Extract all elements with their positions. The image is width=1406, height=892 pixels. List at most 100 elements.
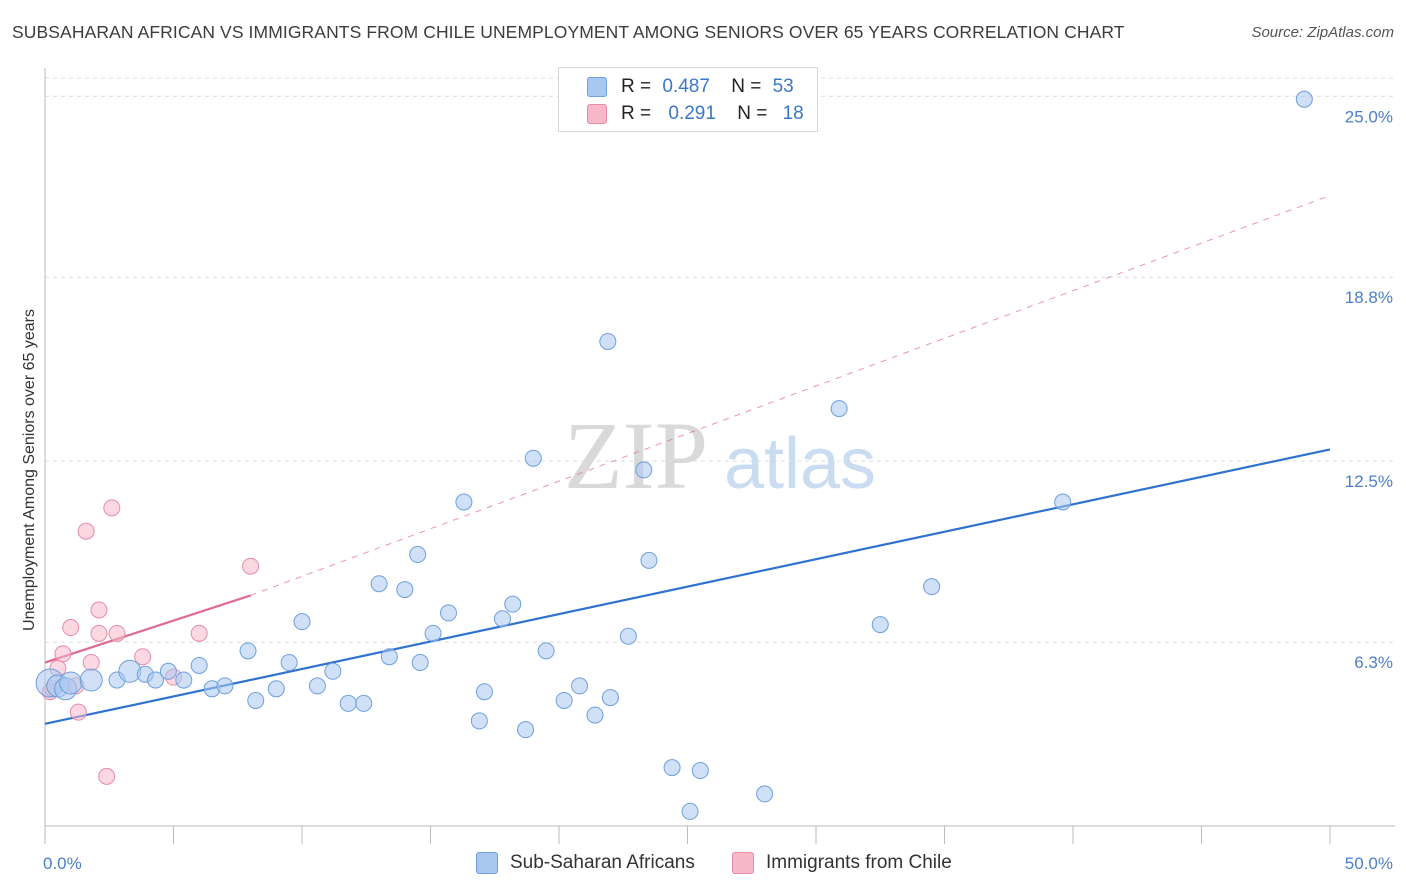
y-tick-label: 12.5% [1345, 472, 1393, 491]
subsaharan-point [370, 575, 388, 593]
series-legend-item-pink[interactable]: Immigrants from Chile [732, 852, 952, 874]
subsaharan-point [555, 691, 573, 709]
subsaharan-point [439, 604, 457, 622]
chile-point [98, 767, 116, 785]
y-tick-label: 25.0% [1345, 107, 1393, 126]
subsaharan-point [635, 461, 653, 479]
subsaharan-point [455, 493, 473, 511]
subsaharan-point [424, 624, 442, 642]
subsaharan-point [355, 694, 373, 712]
chile-point [69, 703, 87, 721]
subsaharan-point [339, 694, 357, 712]
series-label-blue: Sub-Saharan Africans [510, 852, 695, 873]
legend-r-label: R = [621, 76, 652, 97]
blue-trend-line [44, 448, 1331, 725]
subsaharan-point [524, 449, 542, 467]
legend-swatch-pink [587, 104, 607, 124]
chile-point [90, 624, 108, 642]
y-tick-label: 18.8% [1345, 288, 1393, 307]
pink-trend-line [44, 594, 251, 664]
subsaharan-point [190, 656, 208, 674]
chile-point [82, 654, 100, 672]
chile-point [77, 522, 95, 540]
subsaharan-point [216, 677, 234, 695]
chart-source: Source: ZipAtlas.com [1251, 24, 1394, 41]
subsaharan-point [493, 610, 511, 628]
subsaharan-point [537, 642, 555, 660]
chile-point [242, 557, 260, 575]
subsaharan-point [175, 671, 193, 689]
y-axis-label: Unemployment Among Seniors over 65 years [21, 309, 38, 631]
chart-title: SUBSAHARAN AFRICAN VS IMMIGRANTS FROM CH… [12, 22, 1125, 42]
legend-n-value: 53 [772, 76, 794, 97]
chile-point [54, 645, 72, 663]
subsaharan-point [475, 683, 493, 701]
subsaharan-point [1295, 90, 1313, 108]
grid-lines [45, 77, 1395, 643]
subsaharan-point [599, 332, 617, 350]
subsaharan-point [324, 662, 342, 680]
subsaharan-point [239, 642, 257, 660]
subsaharan-point [380, 648, 398, 666]
subsaharan-point [830, 400, 848, 418]
y-tick-label: 6.3% [1354, 653, 1393, 672]
subsaharan-point [79, 668, 103, 692]
chile-point [103, 499, 121, 517]
chile-point [90, 601, 108, 619]
subsaharan-point [396, 581, 414, 599]
legend-row-pink-text: R = 0.291 N = 18 [621, 103, 804, 125]
subsaharan-point [663, 759, 681, 777]
subsaharan-point [517, 721, 535, 739]
subsaharan-point [411, 654, 429, 672]
data-points [35, 90, 1313, 820]
subsaharan-point [619, 627, 637, 645]
series-legend-item-blue[interactable]: Sub-Saharan Africans [476, 852, 695, 874]
subsaharan-point [586, 706, 604, 724]
subsaharan-point [280, 654, 298, 672]
legend-r-label: R = [621, 103, 652, 124]
legend-n-value: 18 [782, 103, 804, 124]
chile-point [134, 648, 152, 666]
subsaharan-point [159, 662, 177, 680]
subsaharan-point [147, 671, 165, 689]
subsaharan-point [409, 546, 427, 564]
series-swatch-pink [732, 852, 754, 874]
subsaharan-point [470, 712, 488, 730]
subsaharan-point [601, 689, 619, 707]
chile-point [62, 619, 80, 637]
chile-point [108, 624, 126, 642]
correlation-legend: R = 0.487 N = 53 R = 0.291 N = 18 [558, 67, 818, 132]
trend-lines [44, 195, 1331, 725]
subsaharan-point [308, 677, 326, 695]
series-swatch-blue [476, 852, 498, 874]
x-tick-label: 50.0% [1345, 854, 1393, 873]
axes [44, 68, 1395, 844]
watermark: ZIP atlas [564, 402, 876, 509]
subsaharan-point [504, 595, 522, 613]
legend-swatch-blue [587, 77, 607, 97]
subsaharan-point [871, 616, 889, 634]
subsaharan-point [681, 802, 699, 820]
legend-r-value: 0.487 [662, 76, 710, 97]
subsaharan-point [571, 677, 589, 695]
subsaharan-point [1054, 493, 1072, 511]
series-legend: Sub-Saharan Africans Immigrants from Chi… [0, 852, 1406, 876]
subsaharan-point [247, 691, 265, 709]
chile-point [190, 624, 208, 642]
series-label-pink: Immigrants from Chile [766, 852, 952, 873]
legend-r-value: 0.291 [668, 103, 716, 124]
watermark-zip: ZIP [564, 402, 708, 509]
legend-row-blue-text: R = 0.487 N = 53 [621, 76, 794, 98]
subsaharan-point [923, 578, 941, 596]
tick-labels: 6.3% 12.5% 18.8% 25.0% 0.0% 50.0% [43, 107, 1393, 873]
subsaharan-point [640, 551, 658, 569]
subsaharan-point [756, 785, 774, 803]
legend-n-label: N = [737, 103, 768, 124]
subsaharan-point [293, 613, 311, 631]
watermark-atlas: atlas [724, 424, 876, 504]
pink-trend-extension [250, 195, 1331, 596]
subsaharan-point [59, 671, 83, 695]
subsaharan-point [691, 762, 709, 780]
x-tick-label: 0.0% [43, 854, 82, 873]
